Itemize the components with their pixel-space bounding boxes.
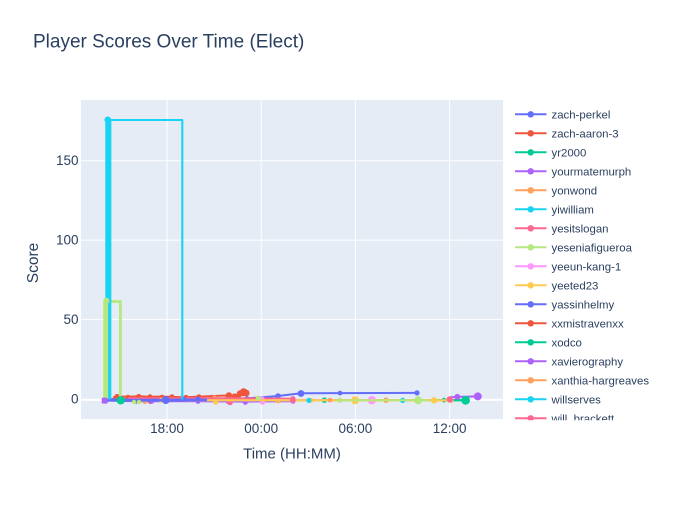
svg-text:Player Scores Over Time (Elect: Player Scores Over Time (Elect) [33, 32, 304, 53]
svg-text:zach-aaron-3: zach-aaron-3 [552, 129, 619, 141]
svg-text:Time (HH:MM): Time (HH:MM) [243, 446, 341, 463]
svg-text:xanthia-hargreaves: xanthia-hargreaves [552, 376, 650, 388]
svg-text:Score: Score [25, 243, 42, 284]
svg-text:yourmatemurph: yourmatemurph [552, 167, 632, 179]
svg-text:zach-perkel: zach-perkel [552, 110, 611, 122]
svg-text:yassinhelmy: yassinhelmy [552, 300, 615, 312]
svg-text:xxmistravenxx: xxmistravenxx [552, 319, 624, 331]
svg-text:100: 100 [56, 233, 79, 248]
svg-text:50: 50 [63, 312, 78, 327]
svg-text:00:00: 00:00 [244, 421, 278, 436]
svg-text:yr2000: yr2000 [552, 148, 587, 160]
svg-text:12:00: 12:00 [433, 421, 467, 436]
svg-text:yiwilliam: yiwilliam [552, 205, 594, 217]
svg-text:150: 150 [56, 153, 79, 168]
svg-text:yeeted23: yeeted23 [552, 281, 599, 293]
svg-text:willserves: willserves [551, 395, 602, 407]
svg-text:yonwond: yonwond [552, 186, 598, 198]
svg-text:06:00: 06:00 [339, 421, 373, 436]
svg-text:0: 0 [71, 392, 79, 407]
svg-text:yeeun-kang-1: yeeun-kang-1 [552, 262, 622, 274]
svg-text:xavierography: xavierography [552, 357, 624, 369]
svg-text:xodco: xodco [552, 338, 582, 350]
svg-text:18:00: 18:00 [150, 421, 184, 436]
svg-text:will_brackett: will_brackett [551, 414, 616, 426]
svg-text:yeseniafigueroa: yeseniafigueroa [552, 243, 633, 255]
svg-text:yesitslogan: yesitslogan [552, 224, 609, 236]
